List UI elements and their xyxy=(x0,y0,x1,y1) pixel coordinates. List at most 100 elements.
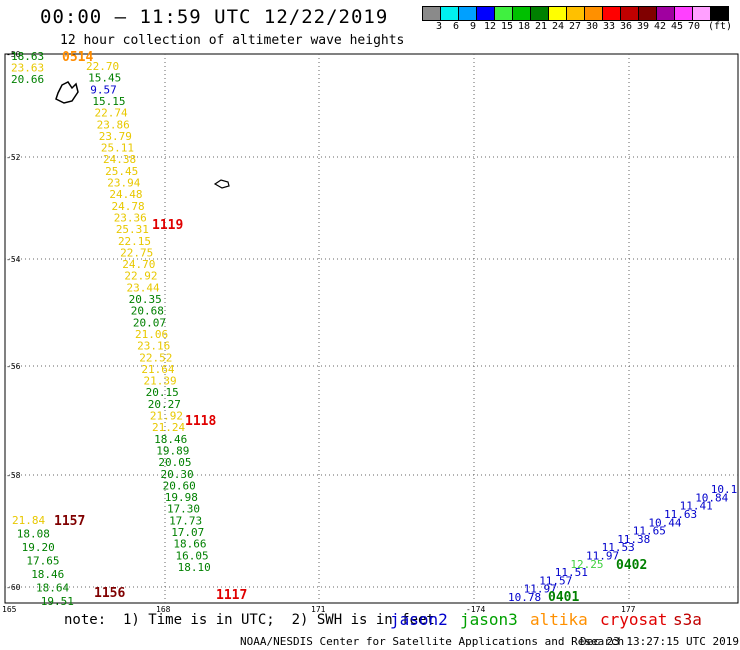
swh-value: 22.15 xyxy=(118,235,151,248)
color-scale-tick: 36 xyxy=(619,21,633,32)
swh-value: 11.97 xyxy=(524,583,557,596)
swh-value: 18.64 xyxy=(36,582,69,595)
longitude-label: 171 xyxy=(311,605,326,614)
swh-value: 18.08 xyxy=(17,528,50,541)
legend-s3a: s3a xyxy=(673,610,702,629)
color-scale-tick: 9 xyxy=(469,21,477,32)
swh-value: 22.74 xyxy=(95,107,128,120)
longitude-label: 177 xyxy=(621,605,636,614)
swh-value: 20.68 xyxy=(131,305,164,318)
swh-value: 19.51 xyxy=(41,595,74,608)
swh-value: 21.92 xyxy=(150,410,183,423)
swh-value: 12.25 xyxy=(570,558,603,571)
latitude-label: -52 xyxy=(6,153,21,162)
pass-time-label: 1118 xyxy=(185,414,216,429)
swh-value: 19.98 xyxy=(165,491,198,504)
latitude-label: -60 xyxy=(6,583,21,592)
swh-value: 23.86 xyxy=(97,118,130,131)
swh-value: 11.38 xyxy=(617,533,650,546)
swh-value: 18.46 xyxy=(154,433,187,446)
color-scale-tick: 24 xyxy=(551,21,565,32)
swh-value: 24.48 xyxy=(109,188,142,201)
latitude-label: -54 xyxy=(6,255,21,264)
swh-value: 21.64 xyxy=(141,363,174,376)
pass-time-label: 1156 xyxy=(94,586,125,601)
swh-value: 20.30 xyxy=(161,468,194,481)
swh-value: 20.35 xyxy=(129,293,162,306)
color-scale-bar xyxy=(422,6,729,21)
island-outline xyxy=(55,81,79,104)
swh-value: 22.70 xyxy=(86,60,119,73)
swh-value: 20.66 xyxy=(11,73,44,86)
color-scale-tick: 45 xyxy=(670,21,684,32)
color-swatch xyxy=(710,6,729,21)
swh-value: 20.15 xyxy=(146,386,179,399)
swh-value: 18.10 xyxy=(178,561,211,574)
color-scale-tick: 6 xyxy=(452,21,460,32)
swh-value: 20.07 xyxy=(133,316,166,329)
color-scale-tick: 39 xyxy=(636,21,650,32)
latitude-label: -58 xyxy=(6,471,21,480)
footer-timestamp: Dec 23 13:27:15 UTC 2019 xyxy=(580,635,739,648)
swh-value: 17.30 xyxy=(167,503,200,516)
swh-value: 24.78 xyxy=(112,200,145,213)
color-scale-tick: 21 xyxy=(534,21,548,32)
pass-time-label: 1117 xyxy=(216,588,247,603)
legend-jason2: jason2 xyxy=(390,610,448,629)
color-scale-tick: 42 xyxy=(653,21,667,32)
pass-time-label: 1119 xyxy=(152,218,183,233)
swh-value: 17.73 xyxy=(169,514,202,527)
swh-value: 15.15 xyxy=(92,95,125,108)
longitude-label: 168 xyxy=(156,605,171,614)
longitude-label: 165 xyxy=(2,605,17,614)
color-scale-tick: 30 xyxy=(585,21,599,32)
swh-value: 18.63 xyxy=(11,50,44,63)
swh-value: 25.45 xyxy=(105,165,138,178)
color-scale-unit: (ft) xyxy=(707,21,733,32)
swh-value: 24.70 xyxy=(122,258,155,271)
swh-value: 23.94 xyxy=(107,177,140,190)
swh-value: 10.44 xyxy=(648,516,681,529)
swh-value: 20.60 xyxy=(163,479,196,492)
swh-value: 17.65 xyxy=(26,555,59,568)
swh-value: 10.78 xyxy=(508,591,541,604)
map-frame xyxy=(4,53,739,604)
legend-cryosat: cryosat xyxy=(600,610,668,629)
color-scale-tick: 33 xyxy=(602,21,616,32)
swh-value: 17.07 xyxy=(171,526,204,539)
swh-value: 23.44 xyxy=(126,281,159,294)
swh-value: 11.97 xyxy=(586,550,619,563)
swh-value: 10.1 xyxy=(711,483,738,496)
swh-value: 18.46 xyxy=(31,568,64,581)
swh-value: 11.41 xyxy=(680,500,713,513)
legend-altika: altika xyxy=(530,610,588,629)
latitude-label: -56 xyxy=(6,362,21,371)
swh-value: 20.05 xyxy=(158,456,191,469)
legend-jason3: jason3 xyxy=(460,610,518,629)
longitude-label: -174 xyxy=(466,605,485,614)
color-scale-tick: 70 xyxy=(687,21,701,32)
page-title: 00:00 – 11:59 UTC 12/22/2019 xyxy=(40,6,389,28)
swh-value: 19.89 xyxy=(156,444,189,457)
swh-value: 21.39 xyxy=(144,375,177,388)
swh-value: 11.51 xyxy=(555,566,588,579)
swh-value: 24.38 xyxy=(103,153,136,166)
pass-time-label: 0514 xyxy=(62,50,93,65)
color-scale-tick: 15 xyxy=(500,21,514,32)
swh-value: 22.52 xyxy=(139,351,172,364)
swh-value: 15.45 xyxy=(88,72,121,85)
swh-value: 22.75 xyxy=(120,246,153,259)
swh-value: 11.63 xyxy=(664,508,697,521)
swh-value: 18.66 xyxy=(173,538,206,551)
color-scale-tick: 27 xyxy=(568,21,582,32)
swh-value: 11.65 xyxy=(633,525,666,538)
legend-note: note: 1) Time is in UTC; 2) SWH is in fe… xyxy=(64,612,435,628)
swh-value: 23.63 xyxy=(11,62,44,75)
swh-value: 16.05 xyxy=(175,549,208,562)
latitude-label: -50 xyxy=(6,50,21,59)
swh-value: 25.11 xyxy=(101,142,134,155)
swh-value: 23.16 xyxy=(137,340,170,353)
color-scale-tick: 12 xyxy=(483,21,497,32)
swh-value: 20.27 xyxy=(148,398,181,411)
